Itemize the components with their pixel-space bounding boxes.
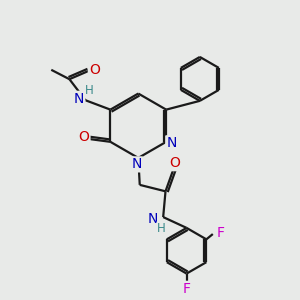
Text: H: H: [157, 222, 166, 235]
Text: N: N: [166, 136, 177, 150]
Text: O: O: [79, 130, 89, 144]
Text: N: N: [74, 92, 84, 106]
Text: O: O: [170, 156, 181, 170]
Text: F: F: [183, 282, 190, 296]
Text: H: H: [85, 84, 93, 98]
Text: O: O: [89, 62, 100, 76]
Text: F: F: [216, 226, 224, 240]
Text: N: N: [132, 158, 142, 171]
Text: N: N: [148, 212, 158, 226]
